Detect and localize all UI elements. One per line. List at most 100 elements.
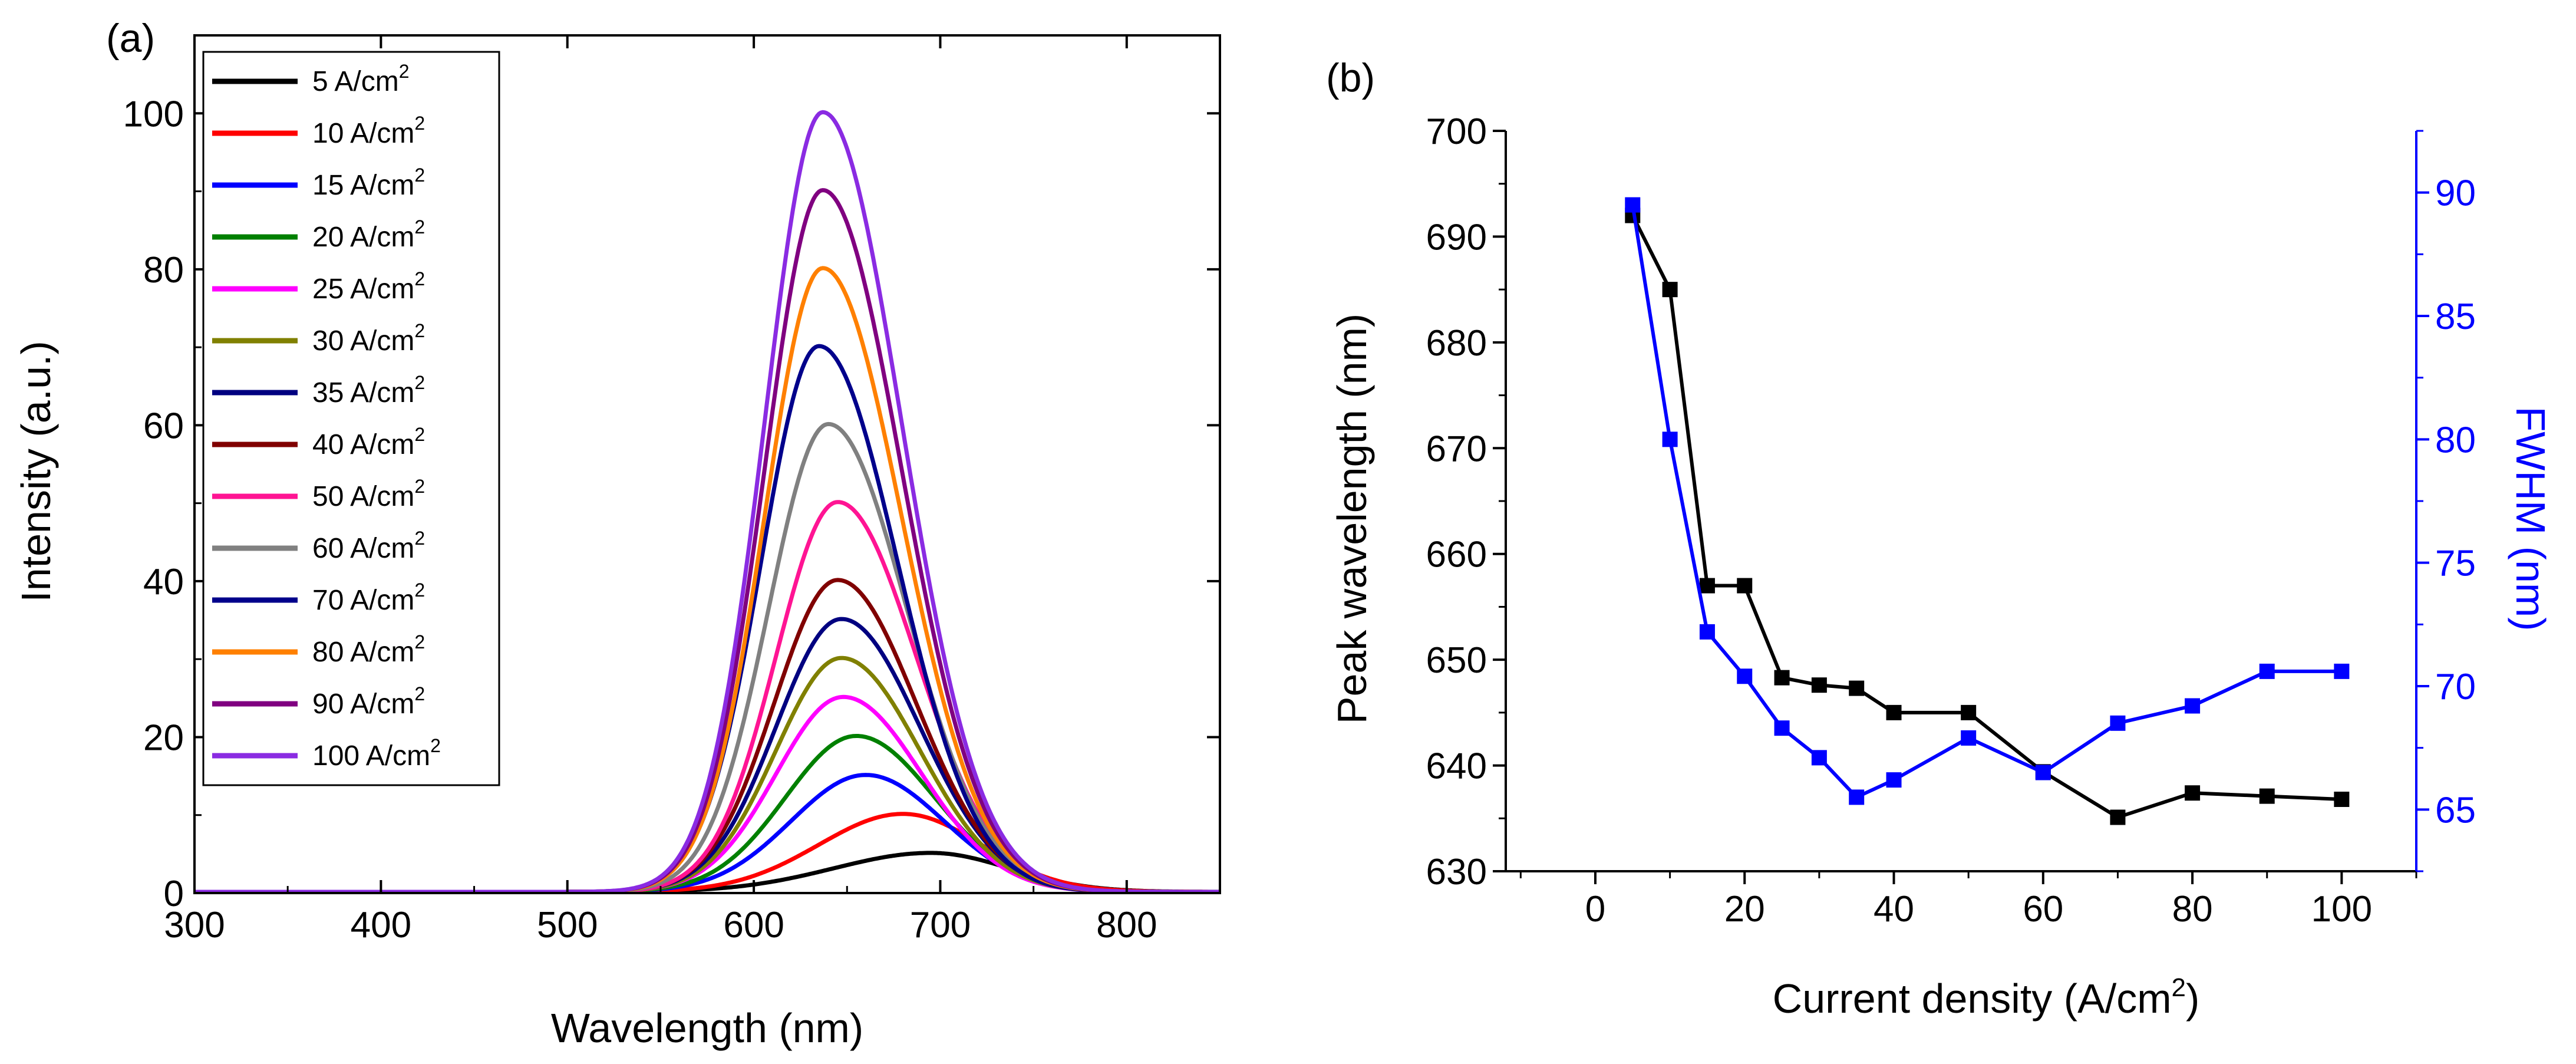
y-tick-label-40: 40 — [143, 562, 184, 602]
peak-wavelength-point-10 — [1662, 282, 1678, 298]
legend-label-90: 90 A/cm2 — [312, 683, 425, 720]
legend-label-40: 40 A/cm2 — [312, 424, 425, 460]
legend-label-value: 25 A/cm — [312, 274, 414, 305]
x-tick-label-60: 60 — [2023, 889, 2063, 930]
legend-label-value: 80 A/cm — [312, 637, 414, 668]
legend-label-value: 60 A/cm — [312, 533, 414, 564]
y-tick-label-100: 100 — [123, 94, 184, 134]
legend-label-exponent: 2 — [399, 61, 410, 82]
legend-label-exponent: 2 — [414, 113, 425, 134]
x-tick-label-600: 600 — [723, 905, 784, 946]
fwhm-point-5 — [1625, 197, 1641, 213]
peak-wavelength-point-80 — [2185, 785, 2201, 801]
x-tick-label-0: 0 — [1585, 889, 1605, 930]
legend-label-value: 100 A/cm — [312, 740, 430, 772]
fwhm-point-30 — [1811, 750, 1827, 766]
legend-label-25: 25 A/cm2 — [312, 268, 425, 305]
legend-label-exponent: 2 — [414, 631, 425, 653]
fwhm-line — [1631, 205, 2342, 800]
fwhm-point-35 — [1849, 789, 1865, 805]
y-tick-label-80: 80 — [143, 250, 184, 291]
y2-tick-label-80: 80 — [2435, 420, 2476, 460]
panel-b-label: (b) — [1326, 55, 1375, 100]
legend-label-70: 70 A/cm2 — [312, 579, 425, 616]
fwhm-point-90 — [2259, 663, 2275, 679]
fwhm-point-25 — [1774, 720, 1790, 736]
peak-wavelength-point-90 — [2259, 788, 2275, 804]
peak-wavelength-point-70 — [2110, 809, 2126, 825]
y-tick-label-650: 650 — [1426, 640, 1487, 681]
legend-label-exponent: 2 — [414, 164, 425, 186]
peak-wavelength-point-20 — [1737, 578, 1753, 594]
fwhm-point-100 — [2334, 663, 2350, 679]
x-tick-label-100: 100 — [2311, 889, 2372, 930]
legend-label-value: 30 A/cm — [312, 325, 414, 357]
fwhm-point-20 — [1737, 668, 1753, 684]
legend-label-50: 50 A/cm2 — [312, 476, 425, 512]
legend-label-exponent: 2 — [414, 476, 425, 497]
y-tick-label-680: 680 — [1426, 323, 1487, 364]
panel-a-spectra-chart: (a) 300 400 500 600 700 800 0 20 40 60 80 100 5 A/cm… — [13, 16, 1221, 1051]
legend-label-value: 5 A/cm — [312, 66, 399, 97]
legend-label-20: 20 A/cm2 — [312, 216, 425, 253]
y2-tick-label-75: 75 — [2435, 543, 2476, 584]
legend-label-exponent: 2 — [414, 579, 425, 601]
legend-label-exponent: 2 — [414, 320, 425, 341]
y-tick-label-660: 660 — [1426, 535, 1487, 575]
panel-b-x-axis-label-close: ) — [2186, 976, 2199, 1022]
legend-label-15: 15 A/cm2 — [312, 164, 425, 201]
peak-wavelength-point-100 — [2334, 791, 2350, 807]
legend-label-value: 50 A/cm — [312, 481, 414, 512]
legend-label-5: 5 A/cm2 — [312, 61, 410, 97]
fwhm-point-15 — [1699, 624, 1715, 640]
legend-label-value: 20 A/cm — [312, 222, 414, 253]
x-tick-label-300: 300 — [164, 905, 225, 946]
y2-tick-label-90: 90 — [2435, 173, 2476, 214]
fwhm-point-60 — [2035, 765, 2051, 780]
legend-box — [202, 51, 500, 786]
panel-b-right-y-axis-label: FWHM (nm) — [2508, 406, 2554, 631]
y-tick-label-0: 0 — [164, 874, 184, 914]
legend-label-value: 70 A/cm — [312, 585, 414, 616]
fwhm-point-10 — [1662, 431, 1678, 447]
x-tick-label-500: 500 — [537, 905, 598, 946]
y-tick-label-630: 630 — [1426, 852, 1487, 892]
legend-label-value: 35 A/cm — [312, 377, 414, 409]
x-tick-label-800: 800 — [1096, 905, 1157, 946]
legend-label-exponent: 2 — [414, 216, 425, 238]
peak-wavelength-point-15 — [1699, 578, 1715, 594]
panel-a-label: (a) — [106, 16, 155, 61]
fwhm-point-70 — [2110, 715, 2126, 731]
peak-wavelength-line — [1631, 215, 2342, 819]
x-tick-label-40: 40 — [1874, 889, 1914, 930]
legend-label-35: 35 A/cm2 — [312, 372, 425, 409]
legend-label-30: 30 A/cm2 — [312, 320, 425, 357]
panel-b-plot-area: 0 20 40 60 80 100 630 640 650 660 670 680 690 700 65 70… — [1426, 111, 2476, 930]
legend-label-value: 10 A/cm — [312, 118, 414, 149]
peak-wavelength-point-30 — [1811, 677, 1827, 693]
legend-label-value: 90 A/cm — [312, 689, 414, 720]
legend-label-60: 60 A/cm2 — [312, 528, 425, 564]
legend-label-exponent: 2 — [414, 268, 425, 289]
panel-b-current-density-chart: (b) 0 20 40 60 80 100 630 640 650 660 670 680 690 700… — [1326, 55, 2554, 1022]
x-tick-label-80: 80 — [2172, 889, 2213, 930]
legend-label-exponent: 2 — [414, 424, 425, 445]
panel-a-x-axis-label: Wavelength (nm) — [551, 1005, 863, 1051]
legend-label-100: 100 A/cm2 — [312, 735, 441, 772]
legend-label-exponent: 2 — [430, 735, 441, 756]
legend-label-exponent: 2 — [414, 683, 425, 704]
fwhm-point-50 — [1961, 730, 1977, 746]
legend-label-value: 15 A/cm — [312, 170, 414, 201]
x-tick-label-400: 400 — [351, 905, 411, 946]
legend-label-value: 40 A/cm — [312, 429, 414, 460]
y-tick-label-690: 690 — [1426, 217, 1487, 258]
fwhm-point-40 — [1886, 772, 1902, 788]
panel-a-y-axis-label: Intensity (a.u.) — [13, 341, 59, 602]
panel-b-x-axis-label: Current density (A/cm2) — [1773, 973, 2200, 1022]
panel-a-frame — [193, 34, 1221, 894]
x-tick-label-20: 20 — [1724, 889, 1765, 930]
y-tick-label-60: 60 — [143, 406, 184, 446]
y2-tick-label-65: 65 — [2435, 790, 2476, 831]
